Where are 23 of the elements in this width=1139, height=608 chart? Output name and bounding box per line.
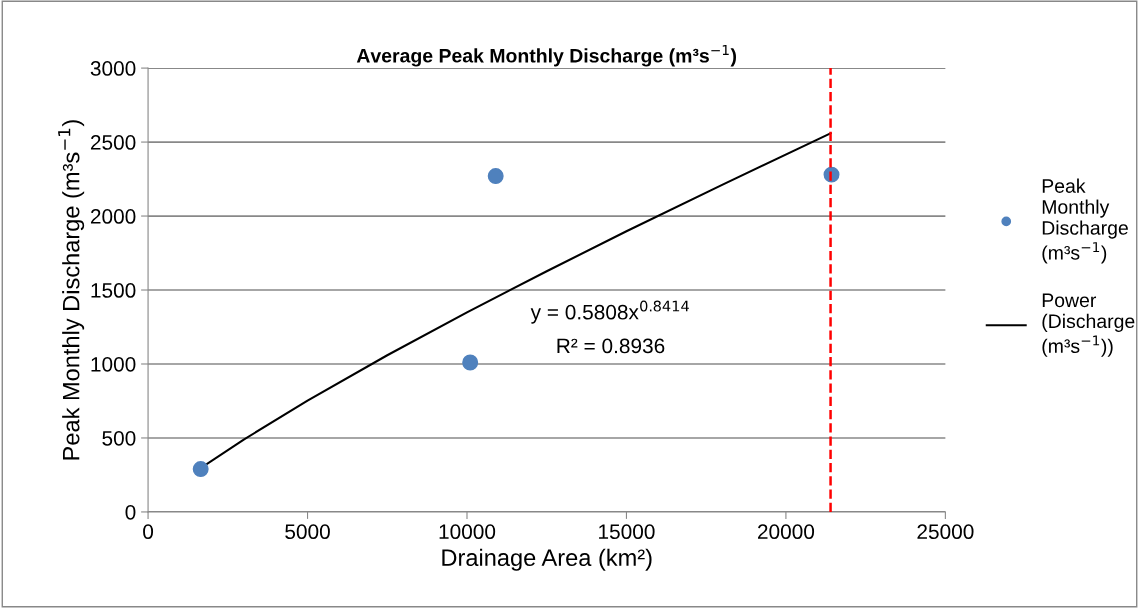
x-tick-label: 0	[143, 524, 154, 540]
y-tick-label: 1500	[91, 283, 136, 298]
y-tick-label: 500	[102, 430, 136, 446]
legend-label: Peak Monthly Discharge (m³s$^{−1}$)	[1042, 178, 1128, 264]
y-tick-label: 0	[125, 504, 136, 520]
chart-title: Average Peak Monthly Discharge (m³s$^{−1}$)	[356, 45, 737, 67]
y-tick-label: 2000	[90, 209, 136, 224]
x-axis-title: Drainage Area (km²)	[442, 548, 652, 571]
annotation: y = 0.5808x$^{0.8414}$	[530, 300, 689, 324]
x-tick-label: 10000	[439, 524, 496, 540]
point	[462, 354, 479, 371]
y-tick-label: 2500	[90, 135, 136, 150]
y-tick-label: 3000	[90, 61, 136, 76]
legend-label: Power (Discharge (m³s$^{−1}$))	[1042, 293, 1135, 357]
point	[192, 461, 209, 478]
x-tick-label: 5000	[285, 524, 330, 540]
x-tick-label: 15000	[599, 524, 655, 540]
y-axis-title: Peak Monthly Discharge (m³s$^{−1}$)	[58, 120, 85, 460]
x-tick-label: 20000	[757, 524, 815, 540]
y-tick-label: 1000	[91, 356, 136, 372]
annotation: R² = 0.8936	[557, 338, 665, 354]
point	[487, 168, 504, 185]
x-tick-label: 25000	[917, 524, 974, 540]
